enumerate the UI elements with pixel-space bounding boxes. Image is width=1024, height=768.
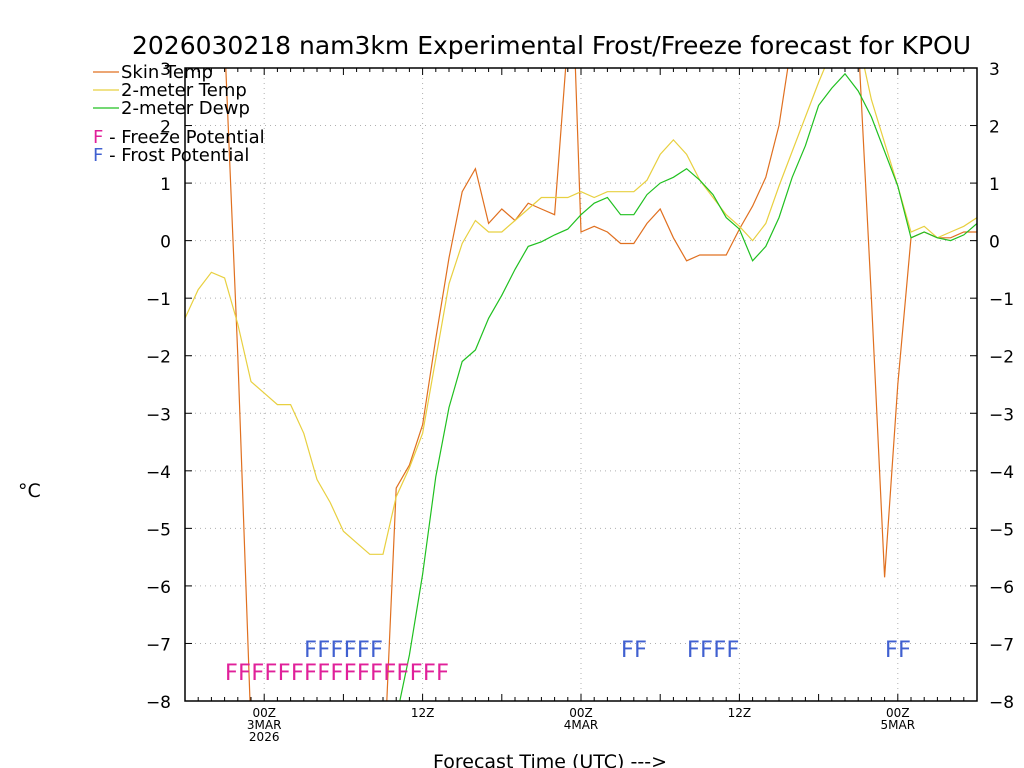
y-tick-label-right: 1 <box>989 175 1000 195</box>
frost-potential-marker: F <box>317 638 330 663</box>
frost-potential-marker: F <box>343 638 356 663</box>
freeze-potential-marker: F <box>423 661 436 686</box>
x-tick-label: 5MAR <box>881 718 916 732</box>
frost-potential-marker: F <box>713 638 726 663</box>
freeze-potential-marker: F <box>225 661 238 686</box>
y-tick-label-right: −5 <box>989 520 1014 540</box>
series-lines <box>185 68 977 701</box>
series-line-2-meter-dewp <box>399 72 977 701</box>
y-tick-label-right: 0 <box>989 233 1000 253</box>
y-tick-label-right: −7 <box>989 635 1014 655</box>
freeze-potential-marker: F <box>264 661 277 686</box>
legend-potential: F - Freeze Potential <box>93 127 265 148</box>
y-tick-label-right: −4 <box>989 463 1014 483</box>
series-line-2-meter-temp <box>185 68 977 555</box>
frost-potential-marker: F <box>726 638 739 663</box>
y-tick-label-left: 1 <box>160 175 171 195</box>
frost-potential-marker: F <box>687 638 700 663</box>
y-tick-label-left: −8 <box>146 693 171 713</box>
x-tick-label: 00Z <box>569 706 593 720</box>
y-tick-label-left: −5 <box>146 520 171 540</box>
y-tick-label-right: −8 <box>989 693 1014 713</box>
y-tick-label-right: 2 <box>989 118 1000 138</box>
frost-potential-marker: F <box>634 638 647 663</box>
y-tick-label-right: −6 <box>989 578 1014 598</box>
freeze-potential-marker: F <box>383 661 396 686</box>
x-tick-label: 12Z <box>411 706 435 720</box>
y-tick-label-right: −1 <box>989 290 1014 310</box>
freeze-potential-marker: F <box>396 661 409 686</box>
x-tick-label: 2026 <box>249 730 280 744</box>
freeze-potential-marker: F <box>238 661 251 686</box>
freeze-potential-marker: F <box>409 661 422 686</box>
frost-potential-marker: F <box>330 638 343 663</box>
y-tick-label-left: −4 <box>146 463 171 483</box>
legend-potential: F - Frost Potential <box>93 145 249 166</box>
frost-potential-marker: F <box>370 638 383 663</box>
freeze-potential-marker: F <box>343 661 356 686</box>
y-tick-label-right: −2 <box>989 348 1014 368</box>
freeze-potential-marker: F <box>251 661 264 686</box>
series-line-skin-temp <box>225 68 977 701</box>
y-tick-label-left: 3 <box>160 60 171 80</box>
frost-potential-marker: F <box>304 638 317 663</box>
freeze-potential-marker: F <box>304 661 317 686</box>
freeze-potential-marker: F <box>277 661 290 686</box>
frost-potential-marker: F <box>357 638 370 663</box>
y-tick-label-left: 2 <box>160 118 171 138</box>
freeze-potential-marker: F <box>317 661 330 686</box>
x-tick-label: 4MAR <box>564 718 599 732</box>
plot-frame <box>184 67 978 702</box>
legend-label: 2-meter Dewp <box>121 98 250 119</box>
y-tick-label-right: 3 <box>989 60 1000 80</box>
x-tick-label: 00Z <box>252 706 276 720</box>
freeze-potential-marker: F <box>436 661 449 686</box>
y-tick-label-left: −7 <box>146 635 171 655</box>
y-tick-label-right: −3 <box>989 405 1014 425</box>
y-tick-label-left: −3 <box>146 405 171 425</box>
freeze-potential-marker: F <box>370 661 383 686</box>
freeze-potential-marker: F <box>291 661 304 686</box>
frost-potential-marker: F <box>621 638 634 663</box>
y-tick-label-left: 0 <box>160 233 171 253</box>
frost-potential-marker: F <box>898 638 911 663</box>
chart-title: 2026030218 nam3km Experimental Frost/Fre… <box>132 31 971 60</box>
potential-markers: F F F F F F F F F F F F F F F F FF F F F F F F F F F F F F F <box>225 638 911 686</box>
y-tick-label-left: −6 <box>146 578 171 598</box>
axes: −8 −8 −7 −7 −6 −6 −5 −5 −4 −4 −3 −3 −2 −2 −1 −1 0 0 1 1 2 2 3 3… <box>146 60 1014 744</box>
x-tick-label: 00Z <box>886 706 910 720</box>
y-tick-label-left: −2 <box>146 348 171 368</box>
x-tick-label: 12Z <box>728 706 752 720</box>
grid-lines <box>185 68 977 701</box>
y-axis-label: °C <box>18 480 41 502</box>
freeze-potential-marker: F <box>357 661 370 686</box>
frost-potential-marker: F <box>700 638 713 663</box>
legend-label: 2-meter Temp <box>121 80 247 101</box>
x-tick-label: 3MAR <box>247 718 282 732</box>
legend-label: Skin Temp <box>121 62 213 83</box>
freeze-potential-marker: F <box>330 661 343 686</box>
frost-potential-marker: F <box>885 638 898 663</box>
x-axis-label: Forecast Time (UTC) ---> <box>433 751 667 768</box>
y-tick-label-left: −1 <box>146 290 171 310</box>
